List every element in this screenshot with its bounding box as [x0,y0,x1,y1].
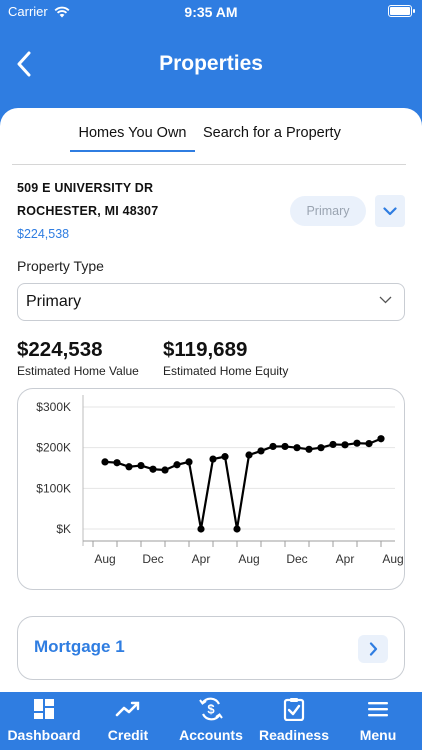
data-point [293,444,301,452]
menu-icon [368,702,388,717]
home-value-label: Estimated Home Value [17,364,139,378]
dashboard-icon [34,699,54,719]
address-line-1: 509 E UNIVERSITY DR [17,181,154,195]
home-value-stat: $224,538 Estimated Home Value [17,338,139,378]
property-value: $224,538 [17,227,70,241]
chevron-left-icon [17,51,31,77]
address-line-2: ROCHESTER, MI 48307 [17,204,159,218]
property-type-value: Primary [26,293,82,310]
home-value-chart: $300K $200K $100K $K Aug Dec Apr Aug Dec Apr Aug [17,388,405,590]
readiness-clipboard-icon [283,698,305,721]
tab-homes-you-own[interactable]: Homes You Own [70,122,195,152]
x-tick-label: Apr [336,552,355,566]
data-point [125,463,133,471]
accounts-dollar-icon: $ [199,697,223,721]
data-point [197,525,205,533]
nav-menu-label: Menu [359,727,397,743]
mortgage-1-row[interactable]: Mortgage 1 [17,616,405,680]
data-point [305,445,313,453]
nav-dashboard[interactable]: Dashboard [2,692,86,750]
data-point [245,451,253,459]
nav-readiness-label: Readiness [258,727,330,743]
data-point [353,439,361,447]
data-point [113,459,121,467]
nav-accounts[interactable]: $ Accounts [169,692,253,750]
home-value-amount: $224,538 [17,338,103,361]
data-point [173,461,181,469]
home-value-chart-svg: $300K $200K $100K $K Aug Dec Apr Aug Dec Apr Aug [36,395,404,566]
carrier-info: Carrier [8,4,70,19]
nav-readiness[interactable]: Readiness [252,692,336,750]
nav-dashboard-label: Dashboard [7,727,81,743]
mortgage-label: Mortgage 1 [34,637,125,656]
data-point [149,465,157,473]
series-line [104,437,382,531]
chevron-down-icon [383,206,397,215]
y-tick-label: $200K [36,441,71,455]
chevron-down-icon [379,296,392,304]
y-tick-label: $K [56,522,71,536]
x-tick-label: Apr [192,552,211,566]
wifi-icon [54,6,70,17]
carrier-label: Carrier [8,4,48,19]
data-point [365,440,373,448]
home-equity-amount: $119,689 [163,338,248,361]
expand-property-button[interactable] [375,195,405,227]
data-point [185,458,193,466]
data-point [377,435,385,443]
data-point [101,458,109,466]
x-tick-label: Aug [94,552,115,566]
page-title: Properties [159,52,263,75]
properties-card: Homes You Own Search for a Property 509 … [0,108,422,692]
home-equity-label: Estimated Home Equity [163,364,289,378]
x-tick-label: Dec [286,552,307,566]
nav-credit[interactable]: Credit [86,692,170,750]
nav-credit-label: Credit [107,727,149,743]
tabs-divider [12,164,406,165]
property-type-label: Property Type [17,258,104,274]
home-equity-stat: $119,689 Estimated Home Equity [163,338,288,378]
data-point [233,525,241,533]
y-tick-label: $300K [36,400,71,414]
back-button[interactable] [10,48,38,80]
data-point [221,453,229,461]
nav-accounts-label: Accounts [179,727,243,743]
data-point [257,447,265,455]
svg-text:$: $ [207,702,215,717]
chevron-right-icon [369,642,377,656]
data-point [281,442,289,451]
y-tick-label: $100K [36,481,71,495]
data-point [209,455,217,463]
property-tabs: Homes You Own Search for a Property [0,122,422,152]
bottom-nav: Dashboard Credit $ Accounts [0,692,422,750]
data-point [329,440,337,449]
primary-badge: Primary [290,196,366,226]
mortgage-open-button[interactable] [358,635,388,663]
data-point [161,466,169,474]
tab-search-property[interactable]: Search for a Property [203,125,341,141]
property-type-select[interactable]: Primary [17,283,405,321]
status-bar: Carrier 9:35 AM [0,0,422,24]
clock: 9:35 AM [184,4,238,20]
x-tick-label: Aug [238,552,259,566]
nav-menu[interactable]: Menu [336,692,420,750]
app-header: Properties [0,24,422,106]
data-point [137,461,145,470]
data-point [269,442,277,451]
x-tick-label: Dec [142,552,163,566]
data-point [341,441,349,449]
credit-trend-icon [115,701,140,717]
x-tick-label: Aug [382,552,403,566]
data-point [317,444,325,452]
battery-icon [388,5,415,17]
